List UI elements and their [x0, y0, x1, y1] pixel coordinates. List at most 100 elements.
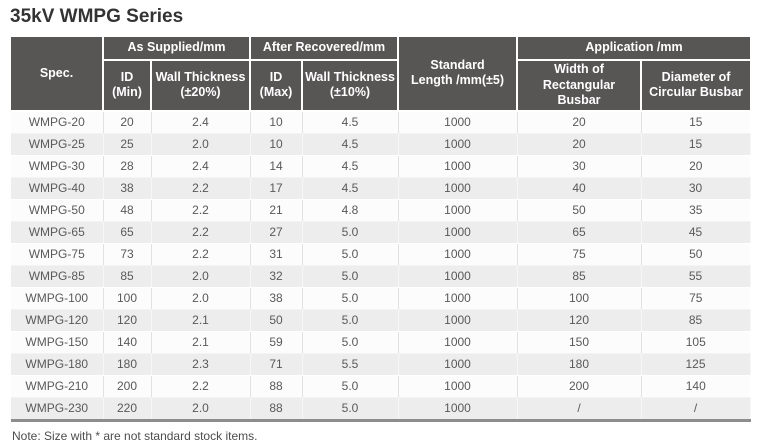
cell-id-max: 38	[250, 287, 303, 310]
cell-id-max: 27	[250, 221, 303, 244]
footnote: Note: Size with * are not standard stock…	[12, 428, 258, 443]
table-header: Spec. As Supplied/mm After Recovered/mm …	[11, 37, 751, 112]
cell-id-max: 10	[250, 110, 303, 134]
cell-standard-length: 1000	[398, 177, 518, 200]
cell-standard-length: 1000	[398, 353, 518, 376]
cell-wall-thickness-10: 4.5	[302, 177, 399, 200]
cell-spec: WMPG-210	[11, 375, 104, 398]
cell-diameter-circular-busbar: 20	[641, 155, 751, 178]
header-width-rectangular-busbar: Width of Rectangular Busbar	[516, 59, 643, 112]
cell-id-max: 88	[250, 397, 303, 421]
header-id-max: ID (Max)	[249, 59, 303, 112]
table-row: WMPG-230 220 2.0 88 5.0 1000//	[11, 397, 751, 421]
cell-diameter-circular-busbar: 50	[641, 243, 751, 266]
cell-id-min: 28	[103, 155, 152, 178]
page-title: 35kV WMPG Series	[10, 6, 184, 27]
cell-wall-thickness-10: 5.0	[302, 265, 399, 288]
cell-diameter-circular-busbar: 55	[641, 265, 751, 288]
cell-standard-length: 1000	[398, 265, 518, 288]
cell-wall-thickness-10: 5.0	[302, 309, 399, 332]
cell-wall-thickness-10: 5.0	[302, 375, 399, 398]
cell-spec: WMPG-120	[11, 309, 104, 332]
cell-diameter-circular-busbar: 105	[641, 331, 751, 354]
cell-id-min: 100	[103, 287, 152, 310]
table-row: WMPG-40 38 2.2 17 4.5 1000 40 30	[11, 177, 751, 200]
cell-width-rectangular-busbar: 40	[517, 177, 642, 200]
cell-standard-length: 1000	[398, 110, 518, 134]
cell-standard-length: 1000	[398, 243, 518, 266]
cell-wall-thickness-20: 2.2	[151, 243, 251, 266]
header-application: Application /mm	[516, 37, 751, 61]
cell-spec: WMPG-180	[11, 353, 104, 376]
cell-standard-length: 1000	[398, 155, 518, 178]
header-id-min: ID (Min)	[103, 59, 152, 112]
cell-width-rectangular-busbar: 75	[517, 243, 642, 266]
cell-id-max: 10	[250, 133, 303, 156]
cell-spec: WMPG-30	[11, 155, 104, 178]
cell-width-rectangular-busbar: 50	[517, 199, 642, 222]
cell-wall-thickness-10: 4.5	[302, 155, 399, 178]
cell-spec: WMPG-150	[11, 331, 104, 354]
cell-diameter-circular-busbar: 30	[641, 177, 751, 200]
cell-diameter-circular-busbar: 75	[641, 287, 751, 310]
header-after-recovered: After Recovered/mm	[248, 37, 400, 61]
header-wall-thickness-10: Wall Thickness (±10%)	[300, 59, 400, 112]
cell-wall-thickness-20: 2.3	[151, 353, 251, 376]
cell-id-min: 140	[103, 331, 152, 354]
cell-wall-thickness-20: 2.0	[151, 133, 251, 156]
cell-id-max: 50	[250, 309, 303, 332]
cell-width-rectangular-busbar: 20	[517, 110, 642, 134]
cell-standard-length: 1000	[398, 221, 518, 244]
cell-diameter-circular-busbar: 45	[641, 221, 751, 244]
cell-width-rectangular-busbar: 30	[517, 155, 642, 178]
cell-wall-thickness-10: 5.0	[302, 331, 399, 354]
cell-wall-thickness-20: 2.1	[151, 309, 251, 332]
cell-width-rectangular-busbar: 150	[517, 331, 642, 354]
cell-id-max: 32	[250, 265, 303, 288]
cell-id-min: 20	[103, 110, 152, 134]
cell-wall-thickness-10: 5.5	[302, 353, 399, 376]
cell-id-min: 38	[103, 177, 152, 200]
cell-id-max: 88	[250, 375, 303, 398]
cell-diameter-circular-busbar: 35	[641, 199, 751, 222]
cell-spec: WMPG-40	[11, 177, 104, 200]
table-row: WMPG-25 25 2.0 10 4.5 1000 20 15	[11, 133, 751, 156]
cell-id-max: 59	[250, 331, 303, 354]
cell-spec: WMPG-20	[11, 110, 104, 134]
cell-wall-thickness-20: 2.0	[151, 287, 251, 310]
header-spec: Spec.	[11, 37, 104, 112]
cell-id-min: 220	[103, 397, 152, 421]
cell-id-min: 120	[103, 309, 152, 332]
cell-wall-thickness-10: 5.0	[302, 287, 399, 310]
header-standard-length: Standard Length /mm(±5)	[397, 37, 519, 112]
cell-standard-length: 1000	[398, 309, 518, 332]
cell-spec: WMPG-50	[11, 199, 104, 222]
cell-wall-thickness-20: 2.2	[151, 375, 251, 398]
cell-id-max: 14	[250, 155, 303, 178]
cell-diameter-circular-busbar: /	[641, 397, 751, 421]
cell-wall-thickness-20: 2.2	[151, 199, 251, 222]
cell-standard-length: 1000	[398, 133, 518, 156]
table-row: WMPG-75 73 2.2 31 5.0 1000 75 50	[11, 243, 751, 266]
cell-spec: WMPG-230	[11, 397, 104, 421]
cell-width-rectangular-busbar: 85	[517, 265, 642, 288]
cell-width-rectangular-busbar: 65	[517, 221, 642, 244]
table-row: WMPG-120 120 2.1 50 5.0 1000 120 85	[11, 309, 751, 332]
cell-diameter-circular-busbar: 15	[641, 110, 751, 134]
cell-wall-thickness-20: 2.0	[151, 265, 251, 288]
cell-id-max: 71	[250, 353, 303, 376]
cell-id-min: 65	[103, 221, 152, 244]
cell-spec: WMPG-85	[11, 265, 104, 288]
cell-width-rectangular-busbar: 20	[517, 133, 642, 156]
table-row: WMPG-180 180 2.3 71 5.5 1000 180 125	[11, 353, 751, 376]
header-diameter-circular-busbar: Diameter of Circular Busbar	[640, 59, 751, 112]
cell-spec: WMPG-65	[11, 221, 104, 244]
cell-diameter-circular-busbar: 140	[641, 375, 751, 398]
cell-spec: WMPG-25	[11, 133, 104, 156]
table-row: WMPG-210 200 2.2 88 5.0 1000 200 140	[11, 375, 751, 398]
cell-wall-thickness-10: 5.0	[302, 221, 399, 244]
table-row: WMPG-65 65 2.2 27 5.0 1000 65 45	[11, 221, 751, 244]
header-row-groups: Spec. As Supplied/mm After Recovered/mm …	[11, 37, 751, 112]
header-as-supplied: As Supplied/mm	[102, 37, 251, 61]
